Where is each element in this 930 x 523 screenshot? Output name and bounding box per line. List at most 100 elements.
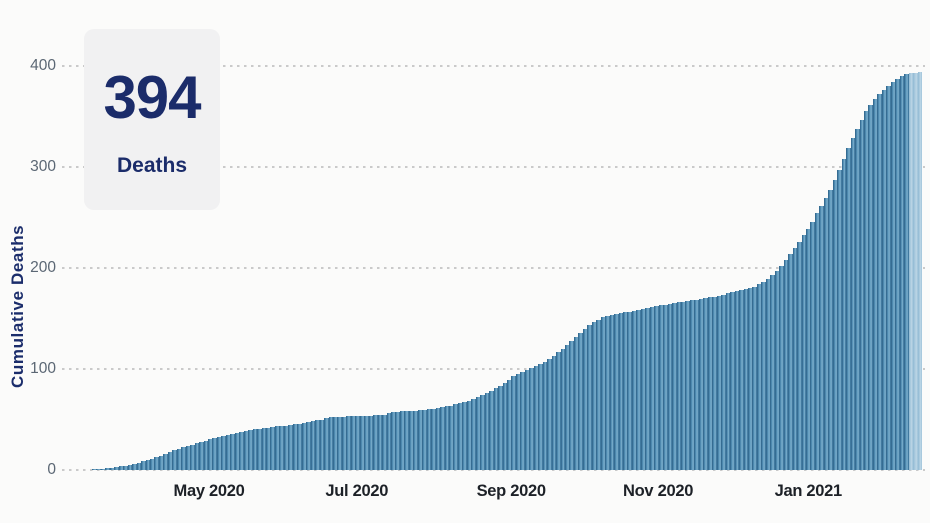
bar [306, 421, 311, 470]
bar [676, 302, 682, 470]
bar [190, 444, 195, 470]
bar [872, 99, 878, 470]
bar [408, 411, 414, 470]
bar [158, 455, 164, 470]
bar [716, 296, 722, 470]
bar [453, 404, 459, 470]
bar [756, 284, 762, 470]
bar [707, 297, 713, 470]
bar [837, 170, 842, 470]
bar [141, 460, 146, 470]
bar [761, 282, 767, 470]
bar [515, 374, 521, 470]
bar [373, 415, 378, 470]
bar [591, 321, 597, 470]
bar [627, 312, 633, 470]
bar [609, 315, 615, 470]
bar [297, 423, 303, 470]
bar [596, 319, 602, 470]
bar [382, 415, 387, 470]
bar [310, 420, 316, 470]
y-tick-label-0: 0 [47, 461, 56, 478]
bar [743, 289, 749, 470]
bar [578, 332, 584, 470]
bar [489, 391, 494, 470]
bar [194, 442, 200, 470]
bar [569, 340, 575, 470]
bar [618, 313, 624, 470]
bar [694, 300, 700, 470]
kpi-card: 394 Deaths [84, 29, 220, 210]
bar [823, 198, 829, 470]
gridline-0 [62, 469, 925, 471]
bar [199, 441, 204, 470]
bar [725, 293, 731, 470]
bar [270, 426, 276, 470]
bar-latest [913, 73, 918, 470]
bar [466, 401, 472, 470]
bar [814, 213, 820, 470]
bar [261, 427, 267, 470]
bar [529, 367, 535, 470]
bar [368, 416, 374, 470]
bar [890, 82, 896, 470]
bar [640, 309, 646, 470]
bar [801, 234, 807, 470]
bar [877, 94, 883, 470]
bar [765, 279, 771, 470]
bar [239, 431, 245, 470]
gridline-200 [62, 267, 925, 269]
bar [444, 406, 450, 470]
bar [96, 468, 102, 470]
bar [404, 411, 410, 470]
bar [721, 295, 726, 470]
bar [520, 372, 526, 470]
bar [154, 456, 160, 470]
bar [524, 370, 530, 470]
bar [502, 383, 508, 470]
bar [440, 407, 445, 470]
bar [565, 344, 570, 470]
bar [319, 419, 325, 470]
y-tick-label-400: 400 [30, 57, 56, 74]
bar [667, 304, 673, 470]
bar [828, 190, 834, 470]
bar [225, 434, 231, 470]
bar [654, 306, 660, 470]
bar [863, 111, 869, 470]
bar [672, 303, 677, 470]
bar [645, 308, 651, 470]
bar [841, 158, 847, 470]
bar [346, 416, 352, 470]
bar [788, 253, 793, 470]
bar [292, 423, 298, 470]
bar [681, 302, 686, 470]
bar [377, 415, 383, 470]
bar [685, 301, 691, 470]
bar [324, 418, 329, 470]
bar [783, 259, 789, 470]
y-tick-label-100: 100 [30, 360, 56, 377]
bar [123, 465, 129, 470]
bar [395, 412, 401, 470]
bar [770, 275, 776, 470]
bar [390, 412, 396, 470]
bar [462, 402, 468, 470]
bar [904, 74, 909, 470]
bar [538, 363, 544, 470]
bar [560, 348, 566, 470]
bar [886, 86, 892, 470]
bar [127, 464, 133, 470]
bar [332, 417, 338, 470]
bar [614, 314, 619, 470]
x-tick-label-jan-2021: Jan 2021 [774, 482, 843, 500]
bar [426, 409, 432, 470]
bar [274, 425, 280, 470]
bar [471, 399, 477, 470]
bar [649, 307, 655, 470]
bar [181, 446, 187, 470]
bar [359, 416, 365, 470]
bar [163, 453, 169, 470]
gridline-400 [62, 65, 925, 67]
